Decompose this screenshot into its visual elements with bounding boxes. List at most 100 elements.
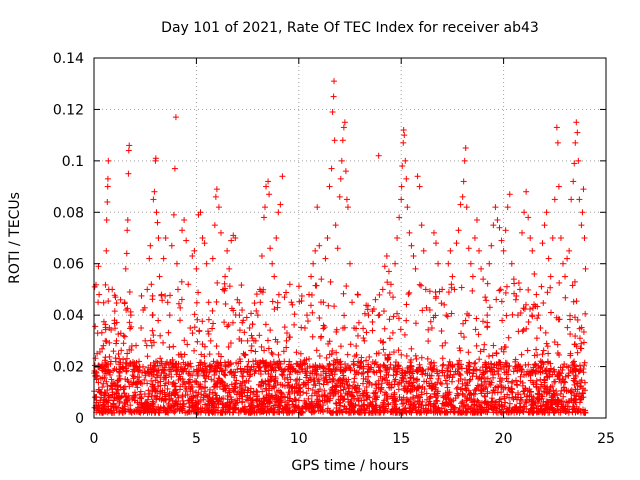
data-point <box>332 400 339 407</box>
data-point <box>423 396 430 403</box>
data-point <box>204 400 211 407</box>
data-point <box>372 296 379 303</box>
data-point <box>367 399 374 406</box>
data-point <box>533 335 540 342</box>
data-point <box>447 247 454 254</box>
data-point <box>275 408 282 415</box>
data-point <box>553 124 560 131</box>
data-point <box>238 382 245 389</box>
data-point <box>484 280 491 287</box>
data-point <box>239 307 246 314</box>
data-point <box>421 378 428 385</box>
data-point <box>126 142 133 149</box>
data-point <box>542 329 549 336</box>
data-point <box>312 282 319 289</box>
data-point <box>529 379 536 386</box>
data-point <box>248 399 255 406</box>
data-point <box>170 363 177 370</box>
data-point <box>179 227 186 234</box>
data-point <box>324 235 331 241</box>
data-point <box>312 247 319 254</box>
data-point <box>564 255 571 262</box>
y-tick-label: 0.08 <box>53 205 84 221</box>
data-point <box>385 268 392 275</box>
data-point <box>311 390 318 397</box>
data-point <box>307 302 314 309</box>
data-point <box>486 260 493 267</box>
data-point <box>562 373 569 380</box>
data-point <box>427 375 434 382</box>
data-point <box>206 386 213 393</box>
data-point <box>205 328 212 335</box>
data-point <box>289 388 296 395</box>
data-point <box>476 247 483 254</box>
data-point <box>386 335 393 342</box>
data-point <box>353 343 360 349</box>
data-point <box>412 352 419 359</box>
data-point <box>548 309 555 316</box>
data-point <box>401 331 408 338</box>
data-point <box>293 380 300 387</box>
data-point <box>306 291 313 298</box>
data-point <box>163 409 170 416</box>
data-point <box>193 401 200 408</box>
data-point <box>226 265 233 272</box>
data-point <box>317 386 324 393</box>
data-point <box>572 139 579 146</box>
data-point <box>134 374 141 381</box>
data-point <box>239 398 246 405</box>
data-point <box>154 359 161 366</box>
data-point <box>338 157 345 164</box>
data-point <box>162 292 169 299</box>
data-point <box>325 302 332 309</box>
data-point <box>573 298 580 305</box>
data-point <box>580 369 587 376</box>
data-point <box>351 353 358 360</box>
data-point <box>492 204 499 211</box>
data-point <box>494 217 501 223</box>
data-point <box>286 408 293 415</box>
data-point <box>568 196 575 203</box>
data-point <box>498 376 505 383</box>
data-point <box>267 327 274 334</box>
data-point <box>499 317 506 324</box>
data-point <box>185 281 192 288</box>
data-point <box>529 369 536 376</box>
data-point <box>205 316 212 323</box>
data-point <box>165 329 172 336</box>
data-point <box>118 347 125 354</box>
data-point <box>458 284 465 291</box>
data-point <box>242 384 249 391</box>
data-point <box>397 326 404 333</box>
data-point <box>523 188 530 195</box>
data-point <box>533 346 540 353</box>
data-point <box>498 298 505 305</box>
data-point <box>232 402 239 409</box>
data-point <box>482 378 489 385</box>
data-point <box>418 354 425 361</box>
data-point <box>201 240 208 247</box>
data-point <box>410 253 417 259</box>
data-point <box>194 372 201 379</box>
data-point <box>381 325 388 332</box>
data-point <box>539 240 546 247</box>
data-point <box>155 317 162 324</box>
data-point <box>112 355 119 362</box>
data-point <box>498 389 505 396</box>
data-point <box>120 340 127 347</box>
data-point <box>350 361 357 368</box>
data-point <box>434 398 441 405</box>
data-point <box>178 278 185 285</box>
data-point <box>266 191 273 198</box>
data-point <box>263 386 270 393</box>
data-point <box>504 204 511 211</box>
data-point <box>260 409 267 416</box>
data-point <box>413 355 420 362</box>
data-point <box>466 359 473 366</box>
data-point <box>232 380 239 387</box>
data-point <box>127 312 134 319</box>
data-point <box>490 364 497 371</box>
data-point <box>375 364 382 371</box>
data-point <box>340 290 347 297</box>
chart-title: Day 101 of 2021, Rate Of TEC Index for r… <box>161 20 539 36</box>
